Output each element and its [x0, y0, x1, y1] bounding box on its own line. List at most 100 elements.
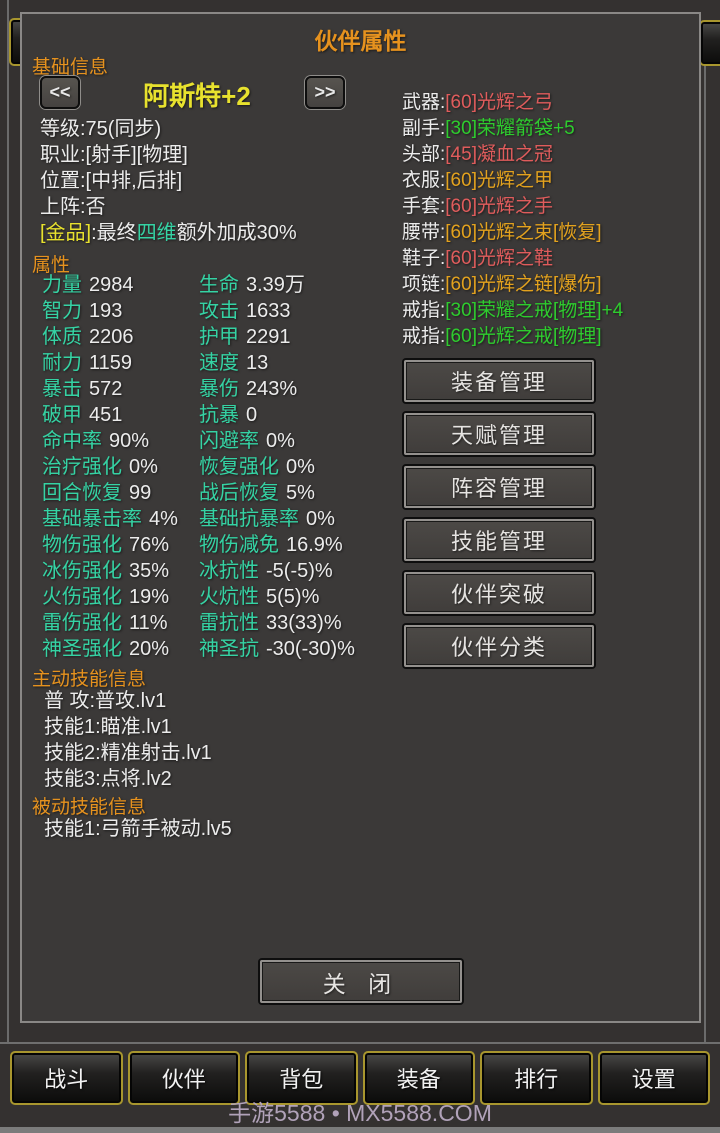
stat-value: 2984	[89, 274, 134, 296]
management-button-stack: 装备管理 天赋管理 阵容管理 技能管理 伙伴突破 伙伴分类	[404, 360, 594, 667]
stat-label: 攻击	[199, 300, 239, 322]
stat-cell: 火伤强化 19%	[42, 584, 199, 610]
stat-label: 体质	[42, 326, 82, 348]
info-line: 位置:[中排,后排]	[40, 170, 183, 192]
equipment-row: 项链:[60]光辉之链[爆伤]	[402, 272, 623, 298]
stat-label: 冰伤强化	[42, 560, 122, 582]
stat-value: 3.39万	[246, 274, 305, 296]
stat-label: 抗暴	[199, 404, 239, 426]
active-skill-line: 技能2:精准射击.lv1	[44, 742, 212, 764]
stat-cell: 速度 13	[199, 350, 268, 376]
stat-label: 暴伤	[199, 378, 239, 400]
equipment-item-name: [30]荣耀箭袋+5	[445, 118, 575, 139]
nav-button[interactable]: 排行	[480, 1051, 593, 1105]
equipment-item-name: [60]光辉之束[恢复]	[445, 222, 602, 243]
stat-value: 90%	[109, 430, 150, 452]
stat-row: 暴击 572 暴伤 243%	[42, 376, 402, 402]
passive-skill-list: 技能1:弓箭手被动.lv5	[44, 816, 232, 842]
equipment-item-name: [60]光辉之手	[445, 196, 553, 217]
stat-value: 11%	[129, 612, 168, 634]
info-line: 上阵:否	[40, 196, 106, 218]
backdrop-left-line	[7, 0, 9, 1043]
stat-cell: 暴伤 243%	[199, 376, 297, 402]
stat-cell: 雷伤强化 11%	[42, 610, 199, 636]
stat-row: 智力 193 攻击 1633	[42, 298, 402, 324]
gold-line-highlight: 四维	[136, 222, 177, 244]
stat-value: -30(-30)%	[266, 638, 355, 660]
stat-value: 5(5)%	[266, 586, 320, 608]
nav-button[interactable]: 设置	[597, 1051, 710, 1105]
equipment-slot-label: 衣服:	[402, 170, 446, 191]
prev-partner-button[interactable]: <<	[40, 76, 80, 109]
stat-cell: 闪避率 0%	[199, 428, 295, 454]
nav-button[interactable]: 背包	[245, 1051, 358, 1105]
nav-button[interactable]: 战斗	[10, 1051, 123, 1105]
stat-cell: 基础暴击率 4%	[42, 506, 199, 532]
stat-label: 基础抗暴率	[199, 508, 299, 530]
stat-row: 冰伤强化 35% 冰抗性 -5(-5)%	[42, 558, 402, 584]
stat-value: 0	[246, 404, 258, 426]
equipment-row: 鞋子:[60]光辉之鞋	[402, 246, 623, 272]
stat-value: 99	[129, 482, 152, 504]
stat-cell: 雷抗性 33(33)%	[199, 610, 342, 636]
stat-row: 火伤强化 19% 火炕性 5(5)%	[42, 584, 402, 610]
active-skill-list: 普 攻:普攻.lv1 技能1:瞄准.lv1 技能2:精准射击.lv1 技能3:点…	[44, 688, 212, 792]
manage-button[interactable]: 伙伴分类	[404, 625, 594, 667]
equipment-item-name: [60]光辉之鞋	[445, 248, 553, 269]
nav-button[interactable]: 伙伴	[127, 1051, 240, 1105]
stat-row: 力量 2984 生命 3.39万	[42, 272, 402, 298]
stat-label: 速度	[199, 352, 239, 374]
stat-value: 0%	[286, 456, 315, 478]
gold-quality-line: [金品]:最终四维额外加成30%	[40, 220, 297, 246]
stat-cell: 物伤减免 16.9%	[199, 532, 343, 558]
stat-value: 0%	[129, 456, 158, 478]
stat-label: 物伤强化	[42, 534, 122, 556]
stats-table: 力量 2984 生命 3.39万 智力 193 攻击 1633 体质 2206 护甲 229…	[42, 272, 402, 662]
stat-value: 2291	[246, 326, 291, 348]
equipment-slot-label: 戒指:	[402, 300, 446, 321]
stat-row: 物伤强化 76% 物伤减免 16.9%	[42, 532, 402, 558]
stat-label: 护甲	[199, 326, 239, 348]
gold-line-post: 额外加成30%	[176, 222, 297, 244]
manage-button[interactable]: 伙伴突破	[404, 572, 594, 614]
section-label-passive-skills: 被动技能信息	[32, 797, 147, 818]
info-line: 职业:[射手][物理]	[40, 144, 188, 166]
manage-button[interactable]: 装备管理	[404, 360, 594, 402]
active-skill-line: 普 攻:普攻.lv1	[44, 690, 167, 712]
stat-label: 恢复强化	[199, 456, 279, 478]
next-partner-button[interactable]: >>	[305, 76, 345, 109]
stat-label: 生命	[199, 274, 239, 296]
backdrop-button-top-right[interactable]	[699, 20, 720, 66]
nav-button[interactable]: 装备	[362, 1051, 475, 1105]
equipment-row: 副手:[30]荣耀箭袋+5	[402, 116, 623, 142]
stat-label: 火炕性	[199, 586, 259, 608]
equipment-item-name: [30]荣耀之戒[物理]+4	[445, 300, 624, 321]
stat-value: 0%	[266, 430, 295, 452]
stat-cell: 智力 193	[42, 298, 199, 324]
manage-button[interactable]: 技能管理	[404, 519, 594, 561]
stat-value: 4%	[149, 508, 178, 530]
equipment-row: 戒指:[60]光辉之戒[物理]	[402, 324, 623, 350]
stat-cell: 耐力 1159	[42, 350, 199, 376]
stat-cell: 攻击 1633	[199, 298, 291, 324]
stat-cell: 命中率 90%	[42, 428, 199, 454]
stat-label: 暴击	[42, 378, 82, 400]
stat-cell: 破甲 451	[42, 402, 199, 428]
manage-button[interactable]: 天赋管理	[404, 413, 594, 455]
equipment-row: 戒指:[30]荣耀之戒[物理]+4	[402, 298, 623, 324]
partner-name: 阿斯特+2	[143, 81, 251, 111]
stat-cell: 基础抗暴率 0%	[199, 506, 335, 532]
stat-row: 回合恢复 99 战后恢复 5%	[42, 480, 402, 506]
stat-label: 战后恢复	[199, 482, 279, 504]
stat-cell: 战后恢复 5%	[199, 480, 315, 506]
stat-cell: 物伤强化 76%	[42, 532, 199, 558]
close-button[interactable]: 关 闭	[260, 960, 462, 1003]
stat-value: 193	[89, 300, 123, 322]
equipment-item-name: [45]凝血之冠	[445, 144, 553, 165]
stat-value: 243%	[246, 378, 298, 400]
manage-button[interactable]: 阵容管理	[404, 466, 594, 508]
toolbar-top-divider	[0, 1042, 720, 1044]
backdrop-right-line	[704, 64, 706, 1042]
stat-cell: 生命 3.39万	[199, 272, 305, 298]
gold-line-pre: :最终	[91, 222, 137, 244]
